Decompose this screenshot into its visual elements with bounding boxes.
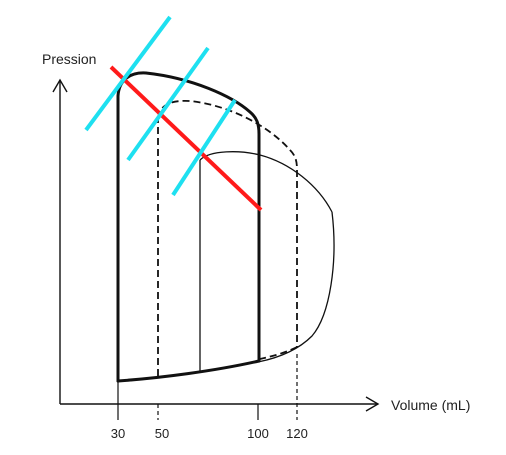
x-tick-label-120: 120	[286, 426, 308, 441]
loop-c-top-curve	[199, 151, 333, 213]
axes	[52, 78, 380, 412]
tangent-line-2	[126, 46, 210, 162]
loop-b-top-curve	[157, 99, 298, 171]
tick-guides	[117, 354, 298, 420]
tangent-lines	[84, 15, 237, 197]
loop-a-left-wall	[116, 71, 261, 383]
y-axis-label: Pression	[42, 51, 96, 67]
tangent-line-3	[171, 98, 237, 197]
x-tick-label-100: 100	[247, 426, 269, 441]
x-tick-label-50: 50	[155, 426, 169, 441]
y-axis-arrowhead	[52, 78, 68, 93]
loop-thick-solid	[116, 71, 261, 383]
x-axis-label: Volume (mL)	[391, 397, 470, 413]
loop-c-right-curve	[257, 211, 335, 363]
tangent-line-1	[84, 15, 172, 132]
x-axis-arrowhead	[365, 396, 380, 412]
espvr-line	[109, 65, 263, 212]
loop-a-bottom-curve	[116, 359, 261, 383]
loop-thin-solid	[199, 151, 335, 372]
loop-b-bottom-curve	[259, 346, 298, 360]
x-tick-label-30: 30	[111, 426, 125, 441]
loop-dashed	[157, 99, 298, 376]
